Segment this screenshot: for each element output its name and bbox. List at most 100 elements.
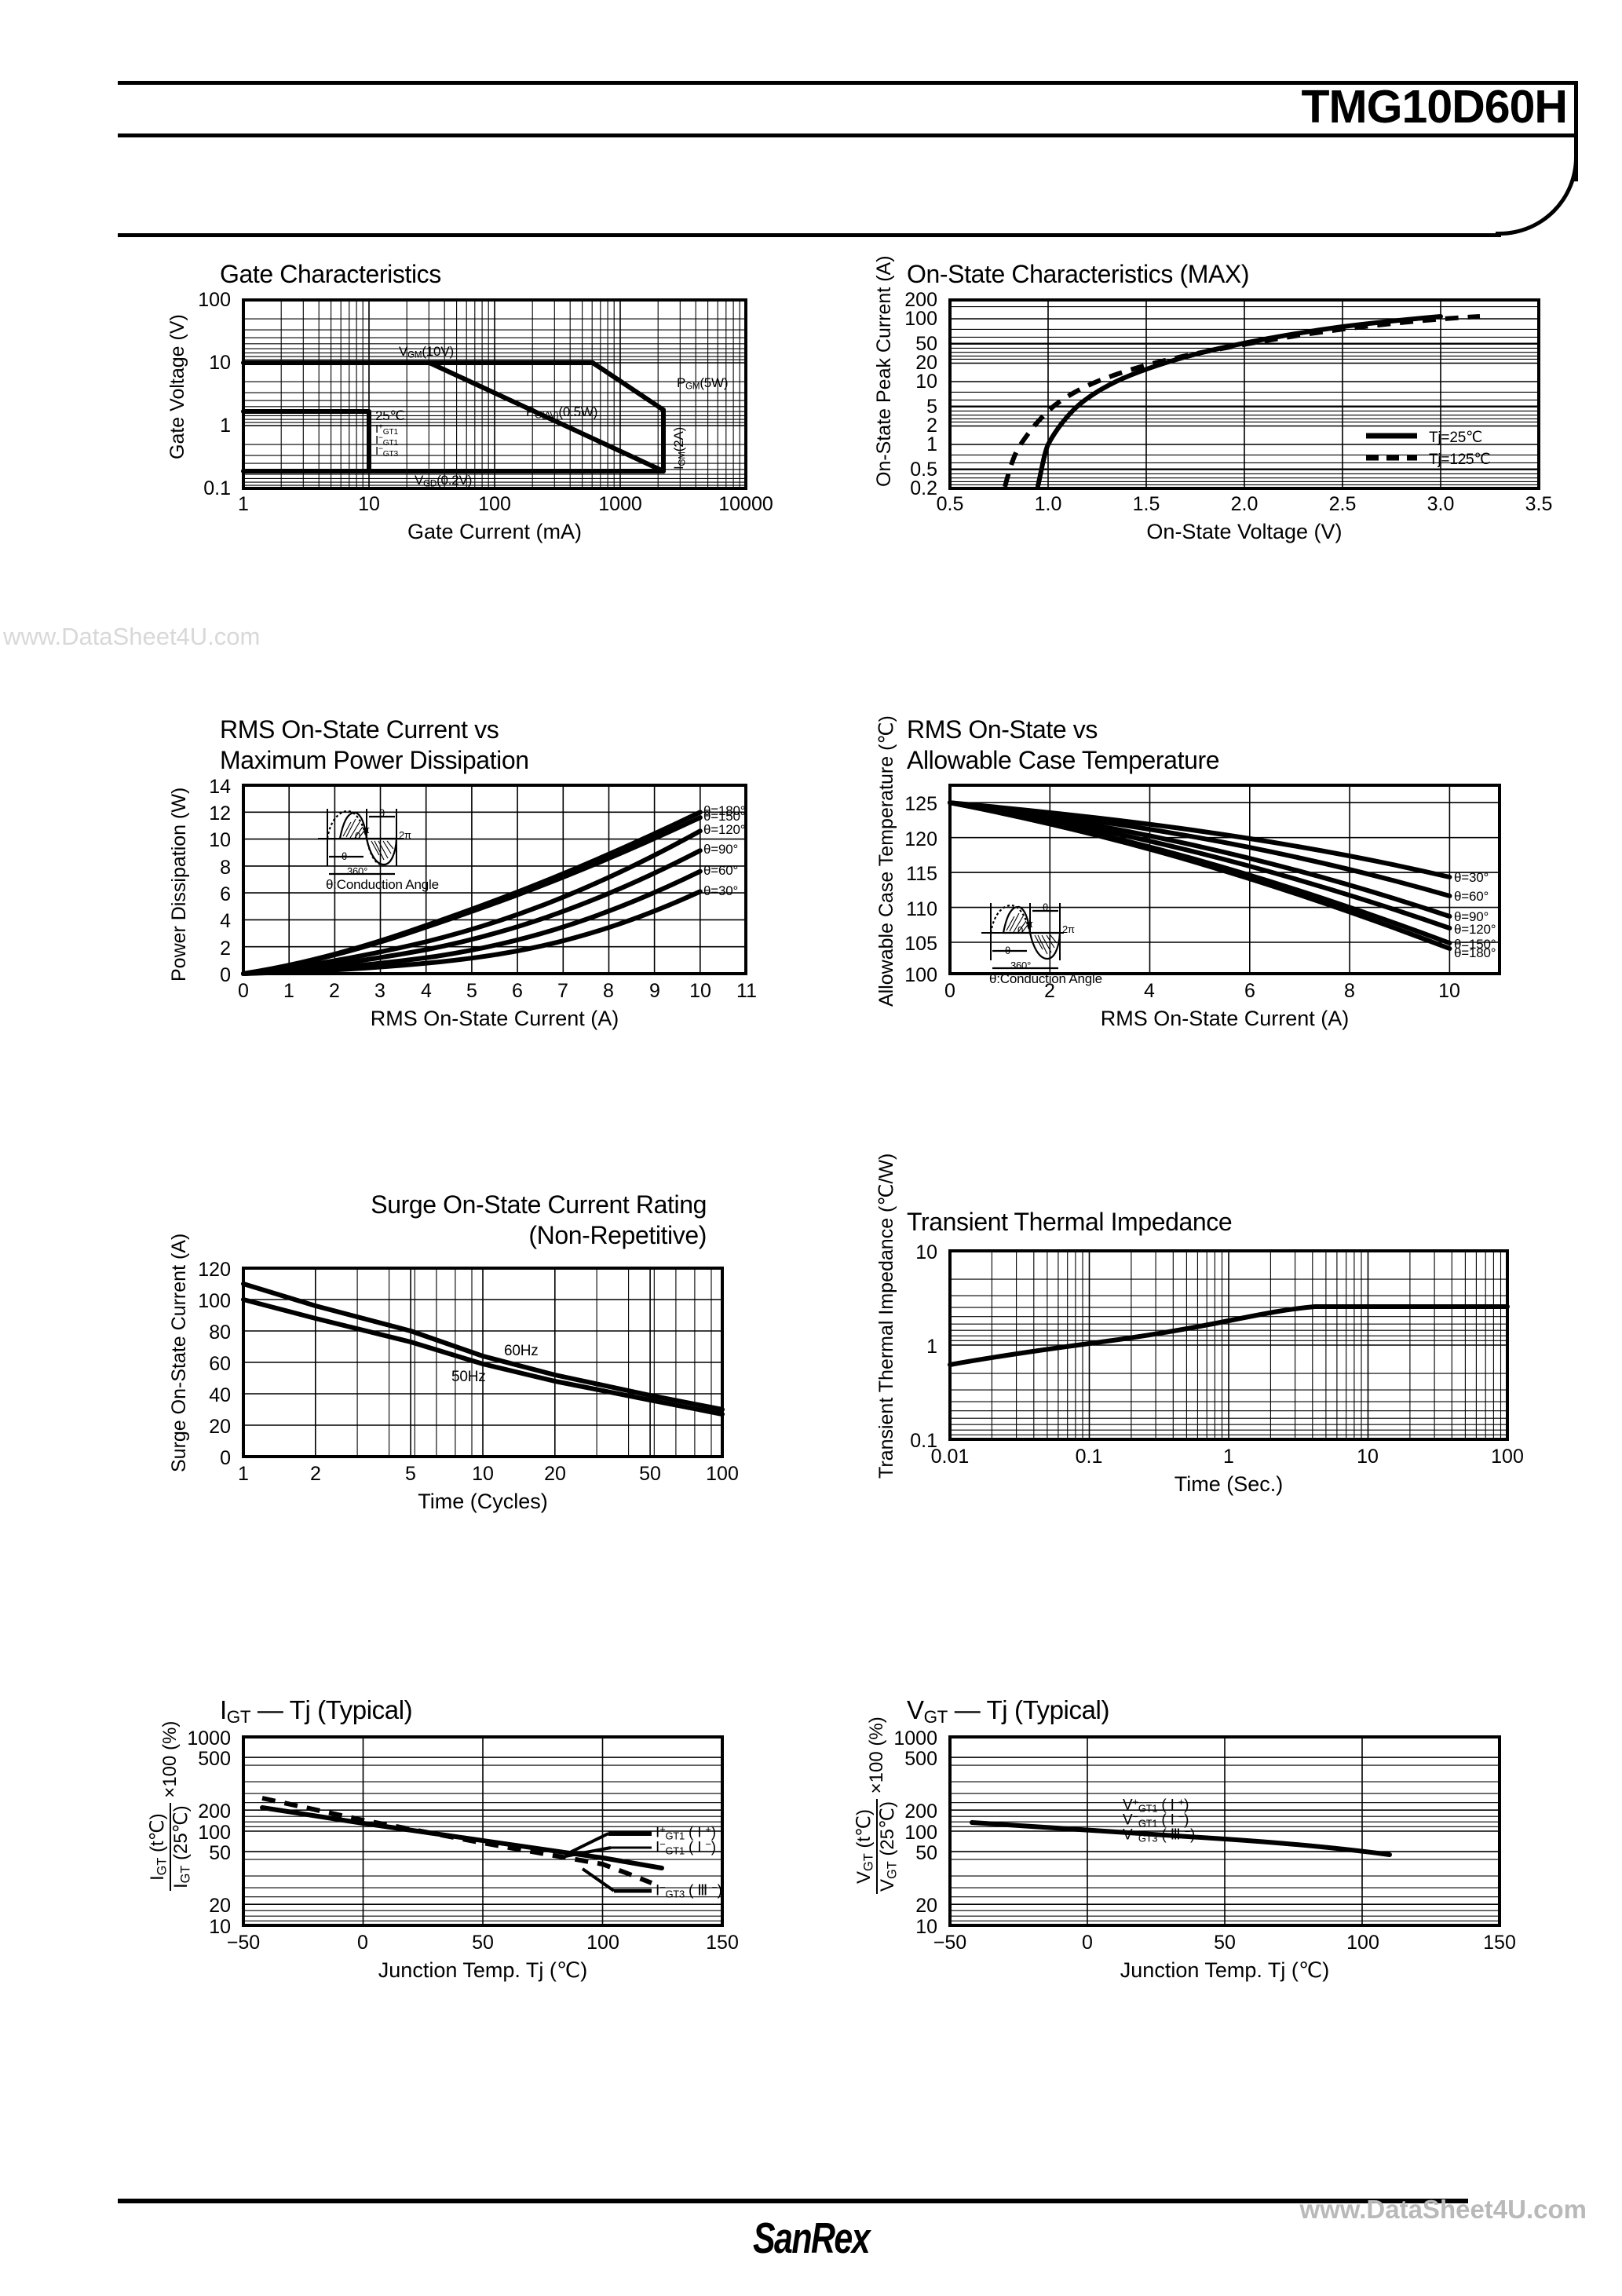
y-tick: 120: [904, 828, 937, 850]
y-tick: 100: [904, 964, 937, 986]
y-tick: 120: [198, 1259, 231, 1281]
chart-title: Gate Characteristics: [220, 260, 441, 288]
x-tick: 1000: [598, 493, 642, 515]
x-tick: 0.5: [936, 493, 964, 515]
x-tick: 50: [1214, 1932, 1236, 1954]
chart-title: RMS On-State vs Allowable Case Temperatu…: [907, 715, 1220, 774]
y-tick: 10: [915, 1241, 937, 1263]
legend-label-tj125: Tj=125℃: [1429, 452, 1491, 468]
y-tick: 10: [915, 371, 937, 393]
x-tick: 0: [944, 980, 955, 1002]
x-tick: 2: [310, 1463, 321, 1485]
x-tick: 4: [421, 980, 432, 1002]
y-tick: 4: [220, 910, 231, 932]
x-tick: 1.0: [1034, 493, 1062, 515]
x-tick: 6: [512, 980, 523, 1002]
y-tick: 10: [915, 1916, 937, 1938]
x-tick: 0: [1082, 1932, 1093, 1954]
y-tick: 115: [906, 863, 937, 885]
series-label-180: θ=180°: [1454, 945, 1496, 960]
x-tick: 100: [706, 1463, 739, 1485]
x-tick: 8: [603, 980, 614, 1002]
y-tick: 10: [209, 1916, 231, 1938]
y-tick: 6: [220, 883, 231, 905]
x-tick: 100: [478, 493, 511, 515]
series-label-120: θ=120°: [703, 822, 746, 837]
inset-label-theta-top: θ: [379, 807, 385, 819]
inset-label-theta-bottom: θ: [342, 850, 348, 862]
y-axis-title: Transient Thermal Impedance (℃/W): [875, 1153, 897, 1479]
x-axis-title: Time (Cycles): [418, 1490, 548, 1513]
inset-label-pi: π: [363, 824, 370, 835]
y-tick: 50: [915, 1842, 937, 1864]
y-axis-title: IGT (t℃) IGT (25℃) ×100 (%): [147, 1721, 193, 1891]
header-rule-right: [1574, 81, 1578, 181]
annotation-pgav: PG(AV)(0.5W): [526, 404, 598, 421]
watermark-right: www.DataSheet4U.com: [1299, 2195, 1587, 2224]
y-tick: 0.5: [910, 459, 937, 481]
inset-label-zero: 0: [1017, 924, 1024, 936]
x-tick: 3.5: [1525, 493, 1553, 515]
inset-label-pi: π: [1026, 918, 1033, 930]
y-tick: 200: [198, 1801, 231, 1823]
x-tick: 150: [706, 1932, 739, 1954]
y-tick: 0.1: [203, 477, 231, 499]
x-tick: 2: [329, 980, 340, 1002]
series-label-60hz: 60Hz: [504, 1343, 539, 1359]
series-label-30: θ=30°: [1454, 870, 1489, 885]
x-tick: 2.5: [1328, 493, 1357, 515]
x-tick: 0: [238, 980, 249, 1002]
x-tick: 50: [639, 1463, 661, 1485]
x-tick: 2.0: [1230, 493, 1259, 515]
x-tick: 1.5: [1132, 493, 1160, 515]
y-tick: 100: [904, 1822, 937, 1844]
chart-title: IGT — Tj (Typical): [220, 1695, 413, 1727]
chart-title: Surge On-State Current Rating (Non-Repet…: [371, 1190, 707, 1249]
annotation-pgm: PGM(5W): [677, 375, 729, 392]
x-axis-title: Junction Temp. Tj (℃): [378, 1958, 588, 1982]
inset-caption: θ:Conduction Angle: [326, 877, 439, 892]
y-tick: 0.2: [910, 477, 937, 499]
x-tick: 0.01: [930, 1446, 970, 1468]
x-axis-title: On-State Voltage (V): [1146, 520, 1343, 543]
y-tick: 500: [904, 1748, 937, 1770]
annotation-igt3-minus: I−GT3: [375, 444, 398, 459]
x-axis-title: Time (Sec.): [1174, 1472, 1284, 1496]
legend-label-tj25: Tj=25℃: [1429, 430, 1483, 446]
chart-title: On-State Characteristics (MAX): [907, 260, 1250, 288]
series-label-150: θ=150°: [1454, 937, 1496, 952]
header-rule-middle: [118, 133, 1578, 137]
x-tick: 0.1: [1075, 1446, 1103, 1468]
y-tick: 20: [209, 1895, 231, 1917]
annotation-igt1-plus: I+GT1: [375, 422, 398, 437]
y-tick: 8: [220, 857, 231, 879]
x-tick: 100: [1346, 1932, 1379, 1954]
x-tick: 10000: [718, 493, 773, 515]
inset-label-2pi: 2π: [399, 829, 411, 841]
series-label-120: θ=120°: [1454, 922, 1496, 937]
series-label-180: θ=180°: [703, 803, 746, 818]
legend-label-vgt3-minus: V−GT3 ( Ⅲ −): [1123, 1826, 1196, 1844]
x-tick: 3.0: [1427, 493, 1455, 515]
y-tick: 10: [209, 352, 231, 374]
y-tick: 50: [209, 1842, 231, 1864]
y-tick: 12: [209, 803, 231, 824]
y-tick: 1: [220, 415, 231, 437]
x-tick: 50: [472, 1932, 494, 1954]
y-tick: 100: [198, 289, 231, 311]
annotation-igt1-minus: I−GT1: [375, 433, 398, 448]
x-tick: 10: [472, 1463, 494, 1485]
chart-title: VGT — Tj (Typical): [907, 1695, 1110, 1727]
series-label-60: θ=60°: [703, 863, 739, 878]
y-tick: 40: [209, 1384, 231, 1406]
annotation-igm: IGM(2A): [671, 426, 688, 470]
x-tick: 8: [1344, 980, 1355, 1002]
y-axis-title: Gate Voltage (V): [166, 314, 188, 459]
chart-title: RMS On-State Current vs Maximum Power Di…: [220, 715, 529, 774]
part-number: TMG10D60H: [1301, 81, 1568, 133]
y-tick: 2: [220, 938, 231, 960]
x-tick: 1: [1223, 1446, 1234, 1468]
footer-rule: [118, 2199, 1468, 2203]
x-tick: 10: [358, 493, 380, 515]
annotation-vgd: VGD(0.2V): [415, 473, 473, 489]
